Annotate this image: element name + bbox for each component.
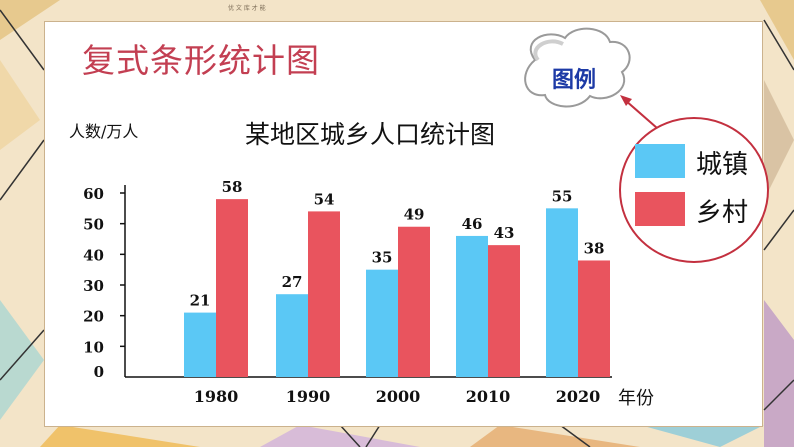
legend-swatch-village xyxy=(635,192,685,226)
data-label: 55 xyxy=(552,187,573,205)
bar-village-2010 xyxy=(488,245,520,377)
x-tick-label: 2000 xyxy=(376,387,421,406)
bar-village-2020 xyxy=(578,260,610,377)
legend-label-town: 城镇 xyxy=(696,150,749,180)
y-tick-label: 20 xyxy=(83,308,104,326)
bar-town-1980 xyxy=(184,312,216,377)
x-tick-label: 2010 xyxy=(466,387,511,406)
bar-village-1990 xyxy=(308,211,340,377)
bar-village-1980 xyxy=(216,199,248,377)
x-tick-label: 1990 xyxy=(286,387,331,406)
y-tick-label: 50 xyxy=(83,216,104,234)
legend-title: 图例 xyxy=(552,68,597,93)
data-label: 46 xyxy=(462,215,483,233)
y-tick-label: 30 xyxy=(83,277,104,295)
chart-title: 某地区城乡人口统计图 xyxy=(245,120,496,149)
data-label: 49 xyxy=(404,206,425,224)
cloud-shape xyxy=(524,27,631,108)
bar-town-1990 xyxy=(276,294,308,377)
bar-village-2000 xyxy=(398,226,430,377)
y-tick-label: 60 xyxy=(83,185,104,203)
legend-label-village: 乡村 xyxy=(696,198,749,228)
data-label: 54 xyxy=(314,190,335,208)
x-tick-label: 2020 xyxy=(556,387,601,406)
data-label: 38 xyxy=(584,239,605,257)
header-tiny-text: 优 文 库 才 能 xyxy=(228,5,266,12)
y-tick-label: 10 xyxy=(83,338,104,356)
bar-town-2020 xyxy=(546,208,578,377)
x-tick-label: 1980 xyxy=(194,387,239,406)
bar-town-2000 xyxy=(366,269,398,377)
y-tick-label: 40 xyxy=(83,246,104,264)
y-tick-label: 0 xyxy=(94,363,104,381)
data-label: 43 xyxy=(494,224,515,242)
data-label: 35 xyxy=(372,249,393,267)
data-label: 58 xyxy=(222,178,243,196)
bar-town-2010 xyxy=(456,235,488,377)
y-axis-label: 人数/万人 xyxy=(69,122,139,141)
x-axis-label: 年份 xyxy=(618,388,654,409)
data-label: 21 xyxy=(190,292,211,310)
slide-title: 复式条形统计图 xyxy=(82,41,320,80)
legend-swatch-town xyxy=(635,144,685,178)
data-label: 27 xyxy=(282,273,303,291)
